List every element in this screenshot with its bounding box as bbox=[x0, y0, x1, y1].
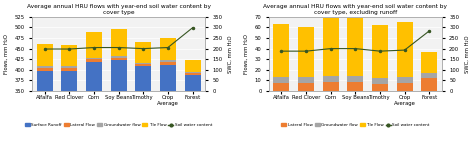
Bar bbox=[62, 71, 77, 91]
Bar bbox=[298, 83, 314, 91]
Title: Average annual HRU flows with year-end soil water content by
cover type, excludi: Average annual HRU flows with year-end s… bbox=[264, 4, 447, 15]
Y-axis label: Flows, mm H₂O: Flows, mm H₂O bbox=[4, 34, 9, 74]
Bar bbox=[323, 18, 339, 76]
Bar bbox=[184, 75, 201, 91]
Bar bbox=[273, 83, 290, 91]
Bar bbox=[62, 66, 77, 68]
Bar bbox=[372, 84, 388, 91]
Bar bbox=[37, 68, 53, 71]
Y-axis label: SWC, mm H₂O: SWC, mm H₂O bbox=[465, 35, 470, 73]
Bar bbox=[323, 82, 339, 91]
Bar bbox=[160, 62, 176, 65]
Bar bbox=[397, 83, 412, 91]
Bar bbox=[273, 77, 290, 83]
Bar bbox=[37, 44, 53, 66]
Bar bbox=[86, 32, 102, 58]
Bar bbox=[86, 59, 102, 62]
Legend: Lateral Flow, Groundwater flow, Tile Flow, Soil water content: Lateral Flow, Groundwater flow, Tile Flo… bbox=[280, 121, 431, 129]
Bar bbox=[323, 76, 339, 82]
Bar bbox=[110, 58, 127, 61]
Bar bbox=[372, 25, 388, 78]
Legend: Surface Runoff, Lateral Flow, Groundwater flow, Tile Flow, Soil water content: Surface Runoff, Lateral Flow, Groundwate… bbox=[24, 121, 214, 129]
Bar bbox=[160, 61, 176, 62]
Bar bbox=[160, 65, 176, 91]
Bar bbox=[135, 64, 151, 66]
Bar bbox=[397, 22, 412, 77]
Bar bbox=[37, 71, 53, 91]
Bar bbox=[135, 66, 151, 91]
Y-axis label: Flows, mm H₂O: Flows, mm H₂O bbox=[244, 34, 249, 74]
Bar bbox=[135, 63, 151, 64]
Bar bbox=[86, 58, 102, 59]
Bar bbox=[86, 62, 102, 91]
Bar bbox=[110, 29, 127, 56]
Bar bbox=[347, 76, 364, 82]
Title: Average annual HRU flows with year-end soil water content by
cover type: Average annual HRU flows with year-end s… bbox=[27, 4, 210, 15]
Bar bbox=[372, 78, 388, 84]
Bar bbox=[62, 68, 77, 71]
Bar bbox=[184, 60, 201, 72]
Bar bbox=[160, 38, 176, 61]
Bar bbox=[62, 45, 77, 66]
Bar bbox=[37, 66, 53, 68]
Y-axis label: SWC, mm H₂O: SWC, mm H₂O bbox=[228, 35, 233, 73]
Bar bbox=[184, 72, 201, 73]
Bar bbox=[397, 77, 412, 83]
Bar bbox=[298, 27, 314, 77]
Bar bbox=[110, 61, 127, 91]
Bar bbox=[273, 24, 290, 77]
Bar bbox=[347, 18, 364, 76]
Bar bbox=[421, 78, 437, 91]
Bar bbox=[135, 42, 151, 63]
Bar bbox=[347, 82, 364, 91]
Bar bbox=[421, 73, 437, 78]
Bar bbox=[110, 56, 127, 58]
Bar bbox=[298, 77, 314, 83]
Bar bbox=[421, 52, 437, 73]
Bar bbox=[184, 73, 201, 75]
